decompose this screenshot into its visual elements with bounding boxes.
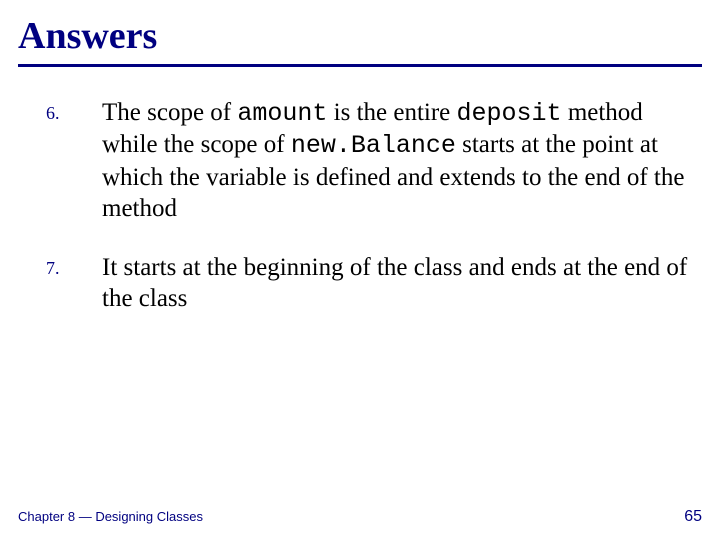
item-body: It starts at the beginning of the class … xyxy=(102,252,702,315)
list-item: 6. The scope of amount is the entire dep… xyxy=(46,97,702,224)
slide: Answers 6. The scope of amount is the en… xyxy=(0,0,720,540)
title-rule xyxy=(18,64,702,67)
list-item: 7. It starts at the beginning of the cla… xyxy=(46,252,702,315)
item-number: 7. xyxy=(46,252,102,279)
item-number: 6. xyxy=(46,97,102,124)
item-body: The scope of amount is the entire deposi… xyxy=(102,97,702,224)
footer: Chapter 8 — Designing Classes 65 xyxy=(18,508,702,526)
answer-list: 6. The scope of amount is the entire dep… xyxy=(18,97,702,315)
footer-left: Chapter 8 — Designing Classes xyxy=(18,509,203,524)
page-number: 65 xyxy=(684,508,702,526)
page-title: Answers xyxy=(18,14,702,58)
